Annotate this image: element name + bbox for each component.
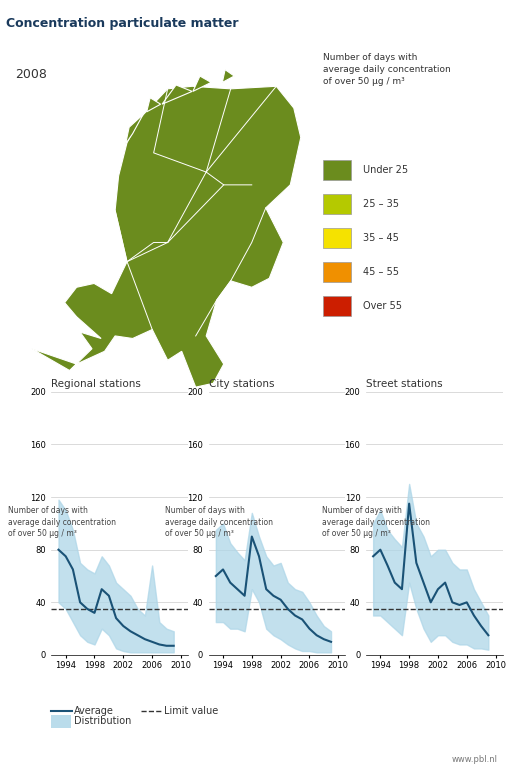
Text: 35 – 45: 35 – 45 xyxy=(363,233,399,243)
Bar xyxy=(323,228,351,248)
Text: Limit value: Limit value xyxy=(164,706,219,716)
Text: www.pbl.nl: www.pbl.nl xyxy=(451,755,498,764)
Text: Street stations: Street stations xyxy=(366,379,443,389)
Text: Number of days with
average daily concentration
of over 50 μg / m³: Number of days with average daily concen… xyxy=(322,506,430,538)
Polygon shape xyxy=(193,76,211,91)
Polygon shape xyxy=(32,86,301,387)
Polygon shape xyxy=(162,85,192,104)
Text: Average: Average xyxy=(74,706,114,716)
Polygon shape xyxy=(147,98,161,112)
Bar xyxy=(323,160,351,180)
Polygon shape xyxy=(126,114,143,144)
Text: Number of days with
average daily concentration
of over 50 μg / m³: Number of days with average daily concen… xyxy=(323,53,451,86)
Text: Regional stations: Regional stations xyxy=(51,379,141,389)
Text: City stations: City stations xyxy=(209,379,274,389)
Text: Under 25: Under 25 xyxy=(363,165,408,175)
Text: 2008: 2008 xyxy=(15,68,47,81)
Text: 45 – 55: 45 – 55 xyxy=(363,266,399,276)
Text: Number of days with
average daily concentration
of over 50 μg / m³: Number of days with average daily concen… xyxy=(165,506,273,538)
Text: 25 – 35: 25 – 35 xyxy=(363,199,399,209)
Polygon shape xyxy=(222,70,234,82)
Bar xyxy=(323,296,351,316)
Text: Concentration particulate matter: Concentration particulate matter xyxy=(6,17,239,30)
Bar xyxy=(323,194,351,214)
Bar xyxy=(323,262,351,282)
Text: Number of days with
average daily concentration
of over 50 μg / m³: Number of days with average daily concen… xyxy=(8,506,116,538)
Text: Over 55: Over 55 xyxy=(363,300,402,310)
Text: Distribution: Distribution xyxy=(74,717,132,727)
